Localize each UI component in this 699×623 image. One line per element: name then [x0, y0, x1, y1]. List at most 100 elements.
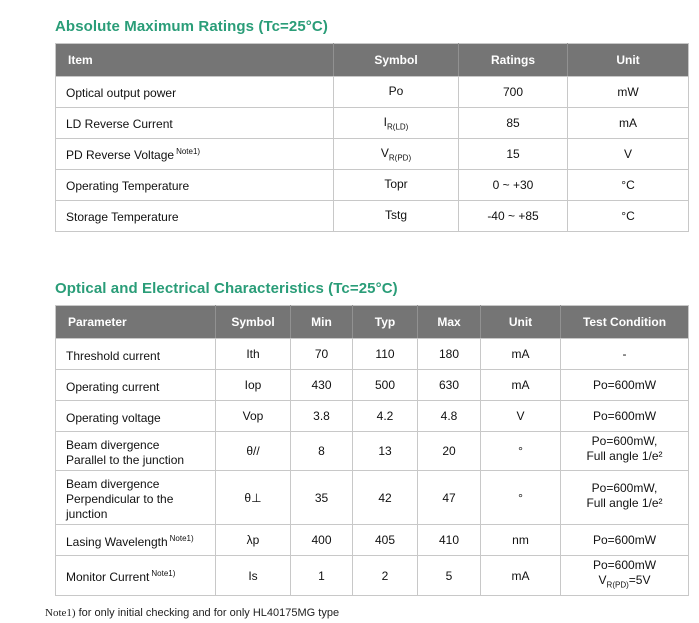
table-row: Lasing Wavelength Note1) λp 400 405 410 n…	[55, 524, 689, 557]
typ-value: 42	[352, 470, 418, 526]
min-value: 70	[290, 338, 353, 370]
unit-value: °	[480, 470, 561, 526]
parameter-label: Threshold current	[66, 348, 161, 363]
unit-value: °	[480, 430, 561, 472]
unit-value: °C	[567, 169, 689, 201]
unit-value: mW	[567, 76, 689, 108]
min-value: 430	[290, 369, 353, 401]
abs-max-ratings-title: Absolute Maximum Ratings (Tc=25°C)	[55, 18, 328, 35]
ratings-value: 700	[458, 76, 568, 108]
item-label: LD Reverse Current	[66, 116, 173, 131]
item-label: Optical output power	[66, 85, 177, 100]
symbol-value: Ith	[215, 338, 291, 370]
test-condition-line2: Full angle 1/e²	[565, 496, 684, 515]
min-value: 8	[290, 430, 353, 472]
opt-elec-characteristics-section: Optical and Electrical Characteristics (…	[55, 280, 689, 596]
opt-elec-characteristics-title: Optical and Electrical Characteristics (…	[55, 280, 398, 297]
col-header-symbol: Symbol	[215, 305, 291, 339]
test-condition-line1: Po=600mW,	[591, 480, 658, 495]
test-condition-line1: Po=600mW	[592, 558, 657, 573]
condition-text: Full angle 1/e²	[586, 449, 663, 463]
symbol-value: Iop	[215, 369, 291, 401]
parameter-label-line2: Parallel to the junction	[66, 453, 185, 468]
parameter-label: Operating voltage	[66, 410, 161, 425]
col-header-unit: Unit	[480, 305, 561, 339]
item-label: Operating Temperature	[66, 178, 190, 193]
table-row: PD Reverse Voltage Note1) VR(PD) 15 V	[55, 138, 689, 170]
footnote-text: for only initial checking and for only H…	[75, 606, 340, 619]
note-ref: Note1)	[169, 533, 194, 543]
min-value: 35	[290, 470, 353, 526]
table-row: Operating current Iop 430 500 630 mA Po=…	[55, 369, 689, 401]
symbol-value: θ⊥	[215, 470, 291, 526]
symbol-value: Is	[215, 555, 291, 596]
symbol-subscript: R(PD)	[388, 153, 412, 163]
typ-value: 13	[352, 430, 418, 472]
table-header-row: Item Symbol Ratings Unit	[55, 43, 689, 77]
table-row: Storage Temperature Tstg -40 ~ +85 °C	[55, 200, 689, 232]
col-header-typ: Typ	[352, 305, 418, 339]
condition-subscript: R(PD)	[606, 580, 629, 590]
table-row: Threshold current Ith 70 110 180 mA -	[55, 338, 689, 370]
min-value: 400	[290, 524, 353, 557]
table-row: Monitor Current Note1) Is 1 2 5 mA Po=600…	[55, 555, 689, 596]
ratings-value: 85	[458, 107, 568, 139]
abs-max-ratings-table: Item Symbol Ratings Unit Optical output …	[55, 43, 689, 232]
col-header-ratings: Ratings	[458, 43, 568, 77]
table-row: Operating voltage Vop 3.8 4.2 4.8 V Po=6…	[55, 400, 689, 432]
col-header-symbol: Symbol	[333, 43, 459, 77]
unit-value: mA	[480, 338, 561, 370]
footnote-label: Note1)	[45, 606, 76, 619]
opt-elec-characteristics-table: Parameter Symbol Min Typ Max Unit Test C…	[55, 305, 689, 596]
item-label: Storage Temperature	[66, 209, 179, 224]
unit-value: nm	[480, 524, 561, 557]
col-header-max: Max	[417, 305, 481, 339]
test-condition-line1: -	[622, 346, 627, 361]
condition-text: Full angle 1/e²	[586, 495, 663, 510]
table-row: Beam divergence Perpendicular to the jun…	[55, 470, 689, 526]
symbol-value: Vop	[215, 400, 291, 432]
abs-max-ratings-section: Absolute Maximum Ratings (Tc=25°C) Item …	[55, 18, 689, 232]
max-value: 47	[417, 470, 481, 526]
test-condition-line2: VR(PD)=5V	[565, 573, 684, 592]
typ-value: 110	[352, 338, 418, 370]
max-value: 4.8	[417, 400, 481, 432]
typ-value: 2	[352, 555, 418, 596]
unit-value: °C	[567, 200, 689, 232]
parameter-label: Operating current	[66, 379, 160, 394]
symbol-subscript: R(LD)	[387, 122, 409, 132]
parameter-label: Beam divergence	[66, 477, 160, 492]
min-value: 1	[290, 555, 353, 596]
ratings-value: 15	[458, 138, 568, 170]
unit-value: V	[480, 400, 561, 432]
max-value: 5	[417, 555, 481, 596]
table-row: Optical output power Po 700 mW	[55, 76, 689, 108]
test-condition-line1: Po=600mW	[592, 532, 657, 547]
footnote: Note1) for only initial checking and for…	[45, 607, 699, 619]
typ-value: 405	[352, 524, 418, 557]
parameter-label: Monitor Current	[66, 570, 150, 585]
parameter-label: Lasing Wavelength	[66, 534, 168, 549]
max-value: 180	[417, 338, 481, 370]
symbol-value: Topr	[384, 176, 408, 191]
test-condition-line2: Full angle 1/e²	[565, 449, 684, 468]
condition-text: V	[598, 573, 607, 588]
table-header-row: Parameter Symbol Min Typ Max Unit Test C…	[55, 305, 689, 339]
symbol-value: θ//	[215, 430, 291, 472]
max-value: 20	[417, 430, 481, 472]
symbol-value: λp	[215, 524, 291, 557]
col-header-test-condition: Test Condition	[560, 305, 689, 339]
col-header-unit: Unit	[567, 43, 689, 77]
symbol-value: V	[380, 145, 389, 160]
table-row: Beam divergence Parallel to the junction…	[55, 430, 689, 472]
symbol-value: I	[383, 114, 387, 129]
test-condition-line1: Po=600mW,	[591, 434, 658, 448]
test-condition-line1: Po=600mW	[592, 377, 657, 392]
item-label: PD Reverse Voltage	[66, 147, 175, 162]
unit-value: mA	[480, 369, 561, 401]
ratings-value: -40 ~ +85	[458, 200, 568, 232]
table-row: LD Reverse Current IR(LD) 85 mA	[55, 107, 689, 139]
typ-value: 4.2	[352, 400, 418, 432]
table-row: Operating Temperature Topr 0 ~ +30 °C	[55, 169, 689, 201]
